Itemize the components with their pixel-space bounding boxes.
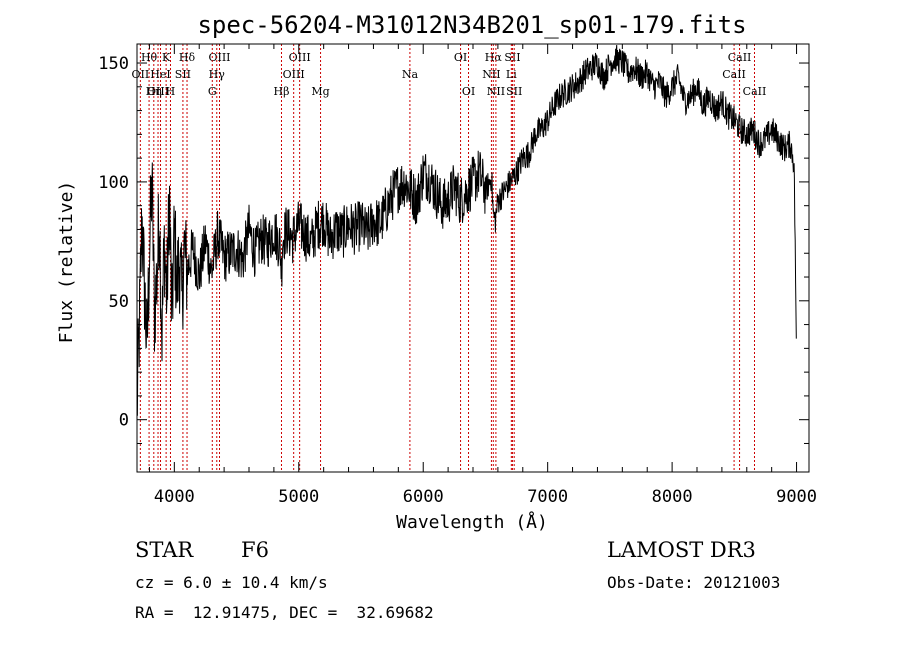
line-marker-label: G (208, 85, 217, 98)
line-marker-label: K (162, 51, 171, 64)
sky-coordinates: RA = 12.91475, DEC = 32.69682 (135, 603, 434, 622)
line-marker-label: H (166, 85, 176, 98)
line-marker-label: CaII (728, 51, 752, 64)
line-marker-label: Hη (146, 85, 162, 98)
spectrum-series (136, 44, 797, 416)
x-tick-label: 5000 (278, 487, 319, 507)
line-marker-label: Li (506, 68, 517, 81)
line-marker-label: OIII (208, 51, 230, 64)
y-tick-label: 150 (98, 54, 129, 74)
x-tick-label: 9000 (776, 487, 817, 507)
object-class: STAR (135, 538, 194, 562)
line-marker-label: NII (482, 68, 500, 81)
line-marker-label: SII (175, 68, 191, 81)
line-marker-label: NII (487, 85, 505, 98)
y-axis-label: Flux (relative) (56, 181, 77, 344)
x-tick-label: 6000 (403, 487, 444, 507)
line-marker-label: CaII (743, 85, 767, 98)
x-axis-ticks: 4000 5000 6000 7000 8000 9000 (148, 44, 817, 507)
chart-title: spec-56204-M31012N34B201_sp01-179.fits (197, 11, 746, 39)
line-marker-label: OI (462, 85, 475, 98)
observation-date: Obs-Date: 20121003 (607, 573, 781, 592)
line-marker-label: HeI (150, 68, 170, 81)
line-marker-label: Hα (485, 51, 503, 64)
line-marker-label: Hγ (209, 68, 226, 81)
survey-name: LAMOST DR3 (607, 538, 756, 562)
line-marker-label: OIII (283, 68, 305, 81)
x-tick-label: 7000 (527, 487, 568, 507)
line-marker-label: OI (454, 51, 467, 64)
line-marker-label: SII (504, 51, 520, 64)
y-tick-label: 50 (109, 292, 129, 312)
line-marker-label: OIII (147, 85, 169, 98)
line-marker-label: Hθ (141, 51, 158, 64)
line-marker-label: Mg (311, 85, 329, 98)
x-axis-label: Wavelength (Å) (396, 511, 548, 533)
redshift-cz: cz = 6.0 ± 10.4 km/s (135, 573, 328, 592)
y-tick-label: 0 (119, 411, 129, 431)
line-marker-label: OII (132, 68, 150, 81)
line-marker-label: SII (506, 85, 522, 98)
object-subclass: F6 (241, 538, 269, 562)
y-tick-label: 100 (98, 173, 129, 193)
line-marker-label: Na (402, 68, 419, 81)
x-tick-label: 8000 (652, 487, 693, 507)
line-marker-label: Hδ (179, 51, 196, 64)
line-marker-label: OIII (289, 51, 311, 64)
line-marker-label: CaII (722, 68, 746, 81)
y-axis-ticks: 0 50 100 150 (98, 54, 809, 444)
x-tick-label: 4000 (154, 487, 195, 507)
spectrum-line (136, 44, 797, 416)
line-marker-label: Hβ (274, 85, 290, 98)
